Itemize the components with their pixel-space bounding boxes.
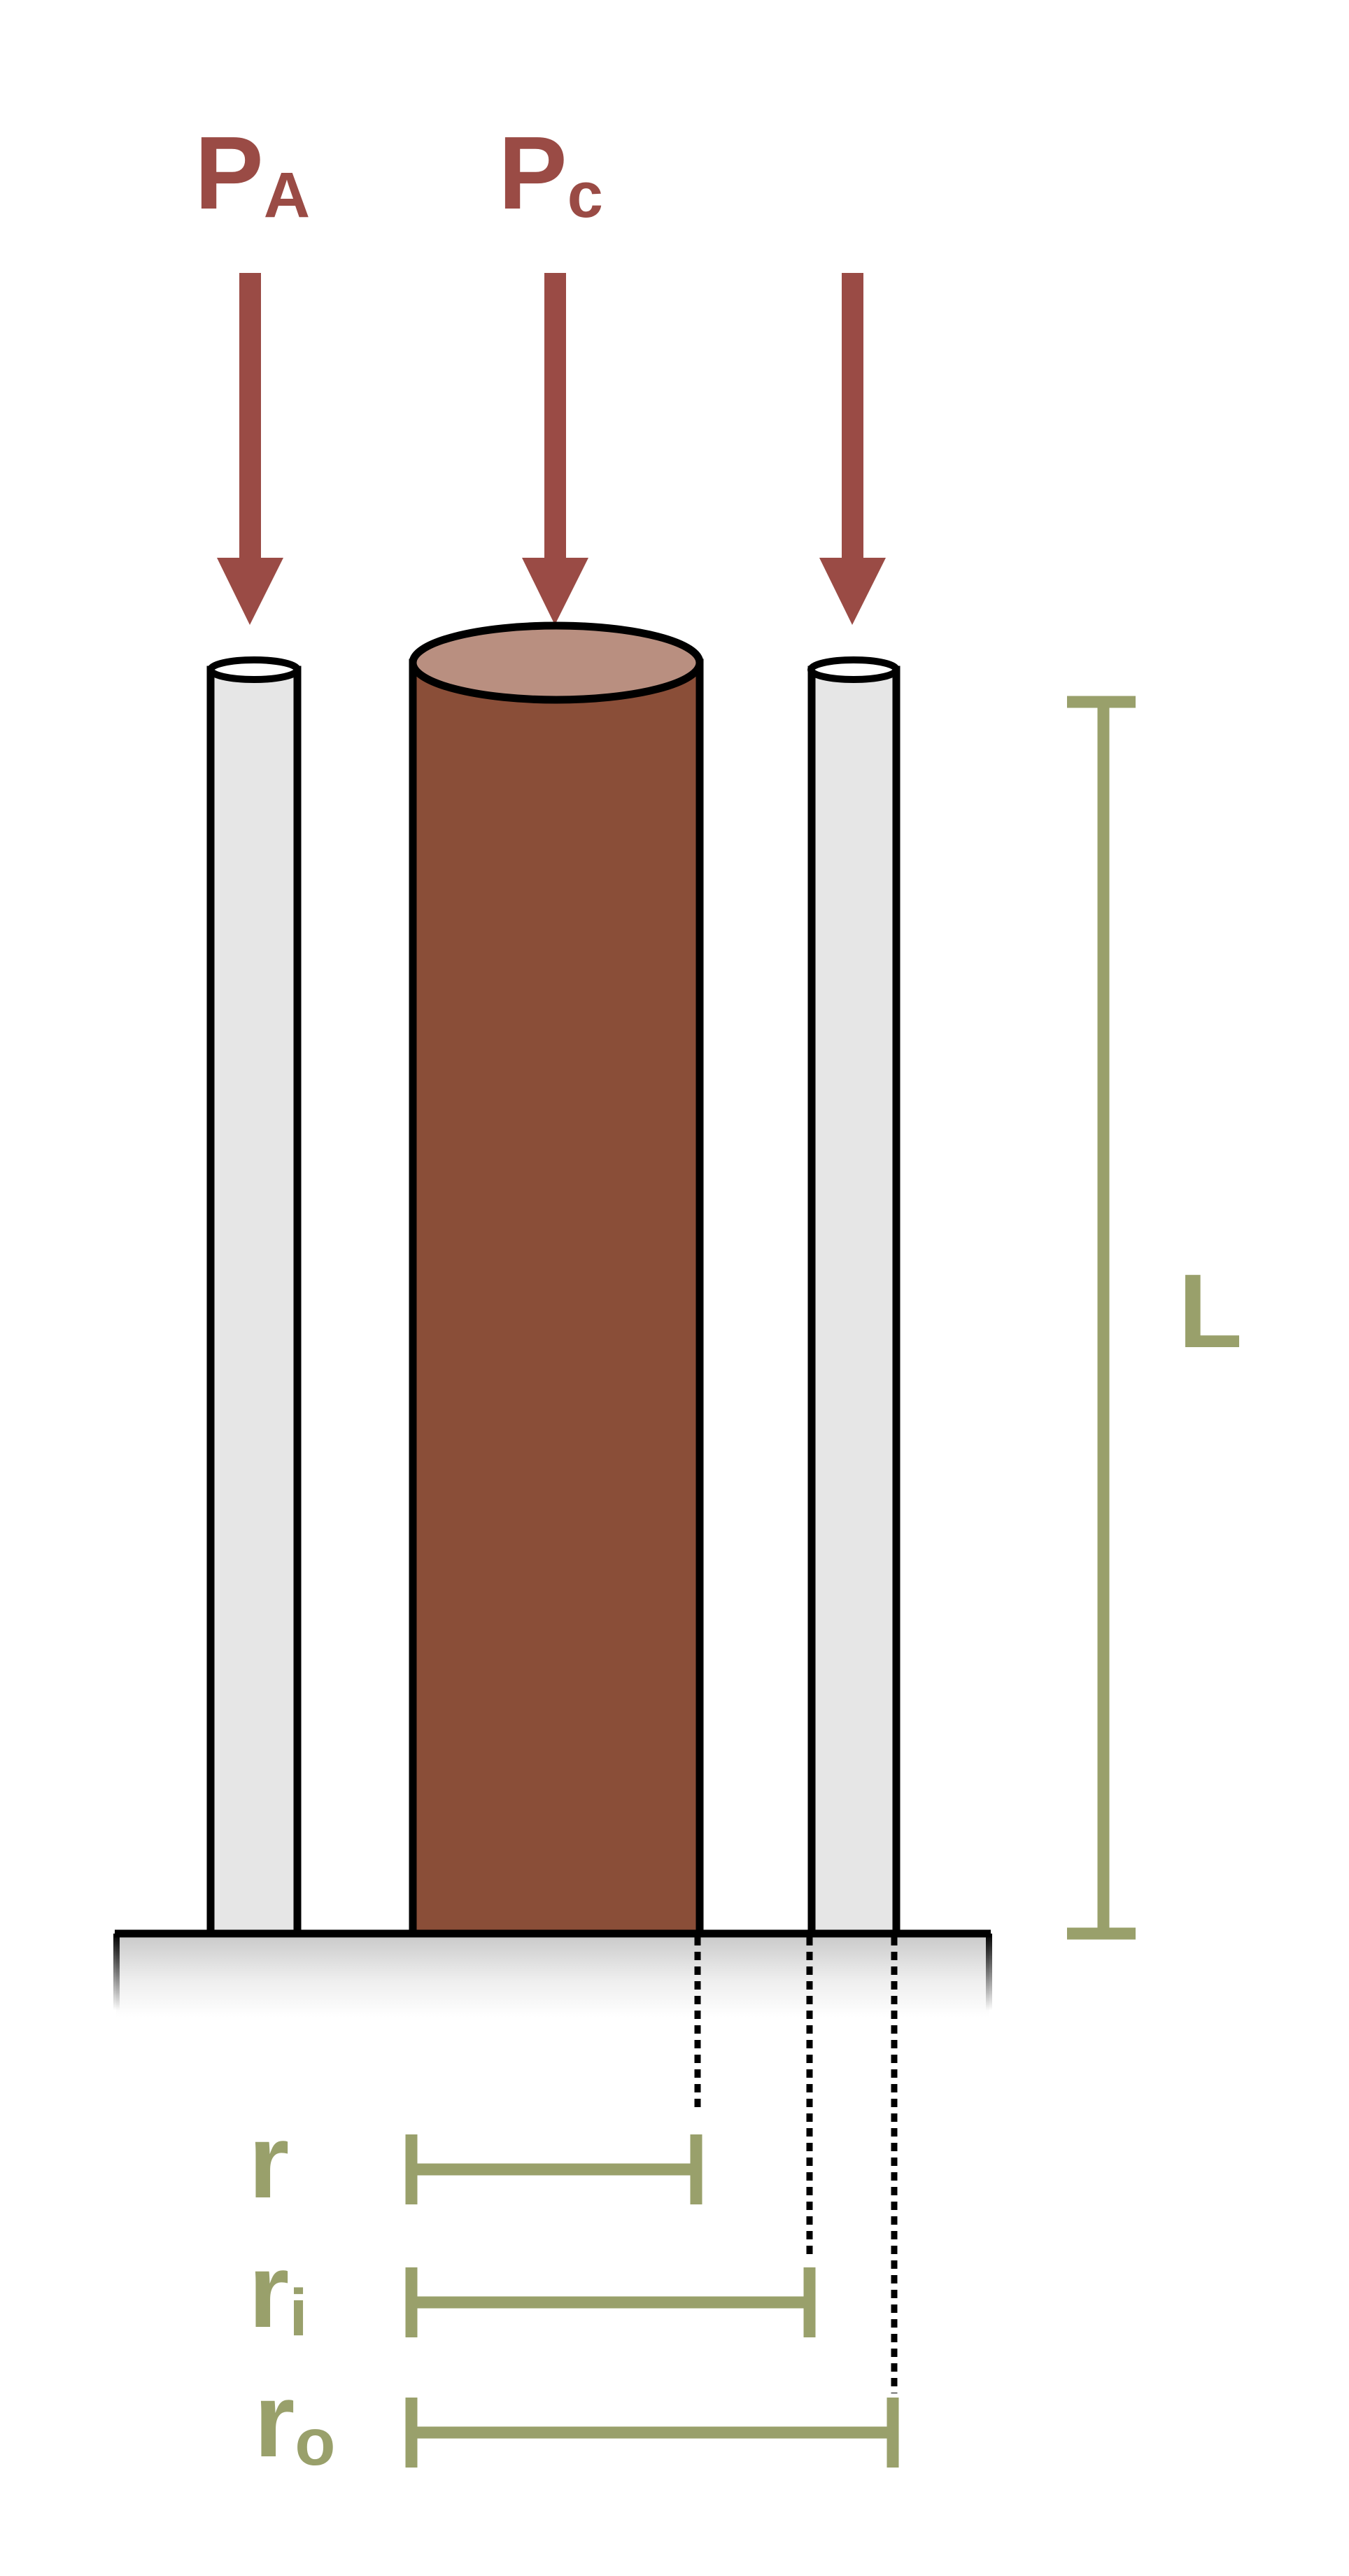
radius-dimension-ri [405,2267,816,2337]
load-arrow-right [819,273,886,625]
load-label-pc-main: P [498,115,567,231]
load-arrow-left [217,273,283,625]
load-arrow-center [522,273,588,625]
radius-label-ri-main: r [248,2232,289,2349]
load-label-pa: PA [195,115,310,231]
radius-label-ro-sub: o [295,2405,335,2479]
radius-label-ri-sub: i [289,2276,307,2350]
tube-right [807,656,900,1938]
tube-left [206,656,302,1938]
load-label-pc-sub: c [567,160,603,231]
length-label: L [1178,1252,1243,1370]
radius-label-ri: ri [248,2232,308,2350]
projection-lines [694,1937,898,2393]
length-dimension [1067,696,1136,1940]
radius-dimension-r [405,2134,702,2204]
load-label-pa-main: P [195,115,264,231]
radius-label-ro-main: r [254,2361,295,2479]
radius-label-ro: ro [254,2361,335,2479]
load-label-pa-sub: A [264,160,310,231]
base-plate [113,1929,992,2018]
load-label-pc: Pc [498,115,603,231]
core-cylinder [409,621,704,1938]
radius-label-r: r [248,2102,289,2220]
radius-dimension-ro [405,2398,899,2468]
